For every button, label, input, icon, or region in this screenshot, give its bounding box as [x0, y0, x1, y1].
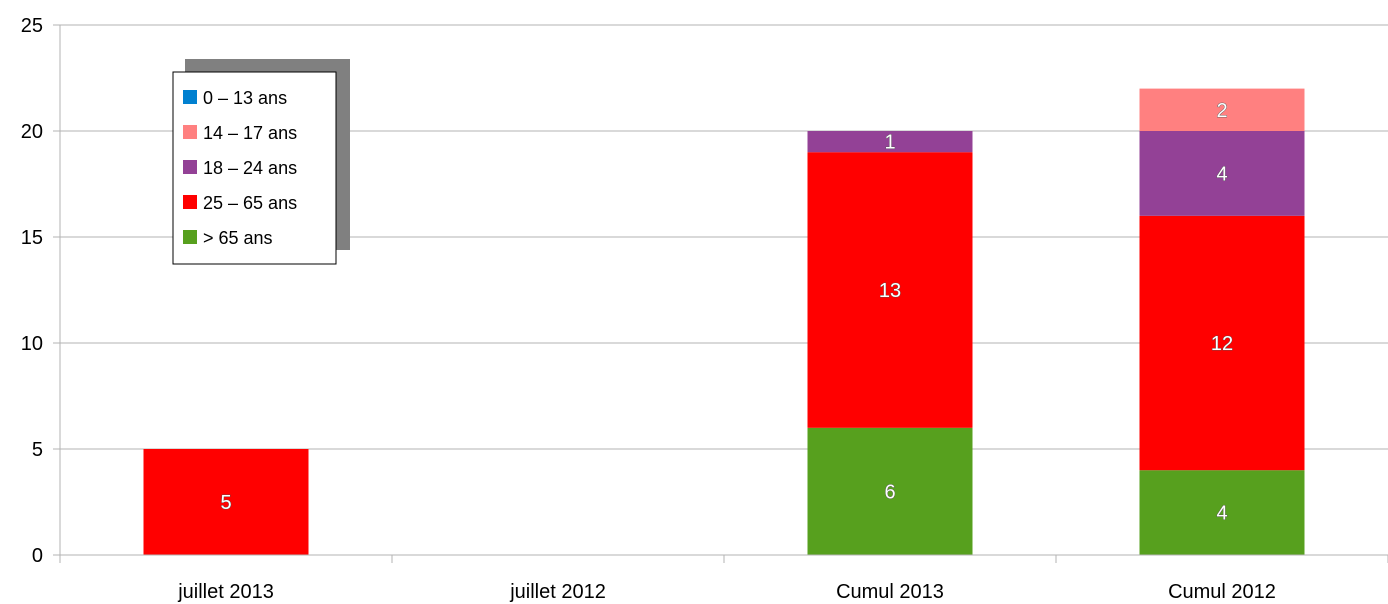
legend-swatch — [183, 160, 197, 174]
x-tick-label: Cumul 2012 — [1168, 581, 1276, 603]
y-tick-label: 15 — [21, 227, 43, 249]
bar-segment — [1139, 88, 1305, 131]
bar-segment — [807, 131, 973, 153]
x-axis-ticks — [59, 555, 1388, 563]
legend: 0 – 13 ans 14 – 17 ans 18 – 24 ans 25 – 65 … — [172, 59, 350, 265]
y-tick-label: 25 — [21, 15, 43, 37]
bar-segment — [143, 449, 309, 555]
bar-segment — [807, 427, 973, 555]
bar-segment — [1139, 131, 1305, 216]
x-tick-label: Cumul 2013 — [836, 581, 944, 603]
bar-segment — [1139, 215, 1305, 471]
data-label: 4 — [1216, 503, 1227, 525]
data-labels: 5 6 13 1 4 12 4 2 — [220, 99, 1233, 525]
y-tick-label: 0 — [32, 545, 43, 567]
data-label: 5 — [220, 492, 231, 514]
legend-label: 25 – 65 ans — [203, 193, 297, 213]
y-tick-label: 10 — [21, 333, 43, 355]
bars — [143, 88, 1305, 555]
legend-swatch — [183, 90, 197, 104]
data-label: 12 — [1211, 333, 1233, 355]
bar-segment — [807, 152, 973, 428]
data-label: 13 — [879, 280, 901, 302]
data-label: 2 — [1216, 100, 1227, 122]
data-label: 6 — [884, 481, 895, 503]
bar-segment — [1139, 470, 1305, 555]
legend-label: > 65 ans — [203, 228, 273, 248]
data-label: 4 — [1216, 163, 1227, 185]
legend-swatch — [183, 195, 197, 209]
legend-label: 14 – 17 ans — [203, 123, 297, 143]
legend-label: 0 – 13 ans — [203, 88, 287, 108]
y-tick-label: 20 — [21, 121, 43, 143]
legend-swatch — [183, 125, 197, 139]
y-tick-label: 5 — [32, 439, 43, 461]
data-label: 1 — [884, 132, 895, 154]
x-tick-label: juillet 2013 — [177, 581, 274, 603]
legend-swatch — [183, 230, 197, 244]
legend-box — [172, 71, 337, 265]
axes — [59, 25, 1388, 556]
x-tick-label: juillet 2012 — [509, 581, 606, 603]
legend-label: 18 – 24 ans — [203, 158, 297, 178]
x-axis-tick-labels: juillet 2013 juillet 2012 Cumul 2013 Cumul … — [177, 581, 1276, 603]
y-axis-tick-labels: 0 5 10 15 20 25 — [21, 15, 43, 567]
